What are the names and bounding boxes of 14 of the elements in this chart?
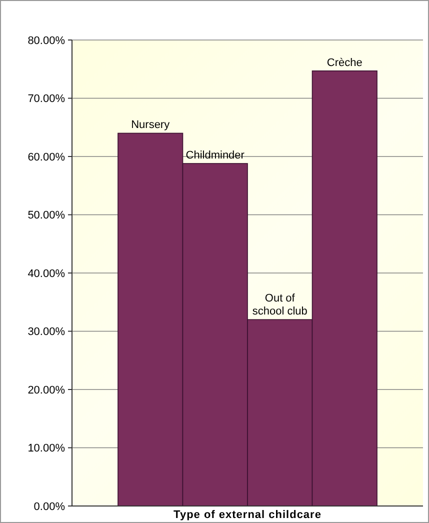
y-tick-label: 80.00% — [28, 34, 66, 47]
x-tick-label: Crèche — [326, 56, 362, 69]
x-tick-label: Nursery — [131, 119, 170, 132]
y-tick-label: 40.00% — [28, 268, 66, 280]
y-tick-label: 30.00% — [28, 326, 66, 338]
x-tick-label: Out of school club — [252, 292, 308, 318]
y-tick-label: 0.00% — [34, 500, 66, 513]
y-tick-label: 70.00% — [28, 93, 66, 106]
y-tick-label: 60.00% — [28, 151, 66, 164]
y-tick-label: 50.00% — [28, 210, 66, 222]
y-tick-label: 10.00% — [28, 442, 66, 455]
x-axis-title: Type of external childcare — [174, 509, 322, 521]
x-tick-label: Childminder — [186, 149, 245, 162]
y-tick-label: 20.00% — [28, 384, 66, 396]
